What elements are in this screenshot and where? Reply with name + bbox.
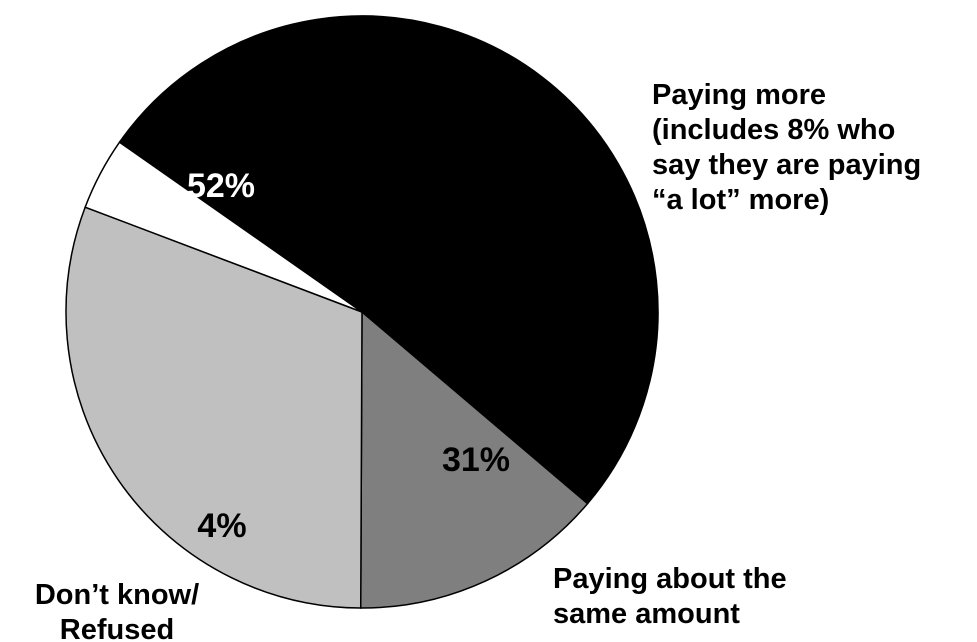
pie-category-label-line: (includes 8% who <box>652 114 895 146</box>
pie-category-labels: Paying more (includes 8% who say they are … <box>35 79 921 642</box>
pie-category-label-line: Paying more <box>652 79 826 111</box>
pie-slice-0 <box>118 15 659 505</box>
pie-data-label-1: 14% <box>506 244 574 282</box>
pie-category-label-line: Paying about the <box>553 563 787 595</box>
pie-category-label-1: Paying more (includes 8% who say they are … <box>652 79 921 216</box>
pie-data-labels: 52% 14% 31% 4% <box>187 167 574 545</box>
pie-category-label-3: Don’t know/Refused <box>35 579 199 642</box>
pie-data-label-2: 31% <box>442 441 510 479</box>
pie-category-label-line: same amount <box>553 598 740 630</box>
pie-category-label-2: Paying about the same amount <box>553 563 787 630</box>
pie-slice-1 <box>359 310 589 609</box>
pie-category-label-line: say they are paying <box>652 149 921 181</box>
pie-category-label-line: Don’t know/ <box>35 579 199 611</box>
pie-data-label-0: 52% <box>187 167 255 205</box>
pie-category-label-line: Refused <box>60 614 174 642</box>
pie-slices <box>65 15 659 609</box>
pie-slice-2 <box>65 206 363 609</box>
pie-data-label-3: 4% <box>197 507 246 545</box>
pie-slice-3 <box>84 141 363 313</box>
pie-category-label-line: “a lot” more) <box>652 184 829 216</box>
